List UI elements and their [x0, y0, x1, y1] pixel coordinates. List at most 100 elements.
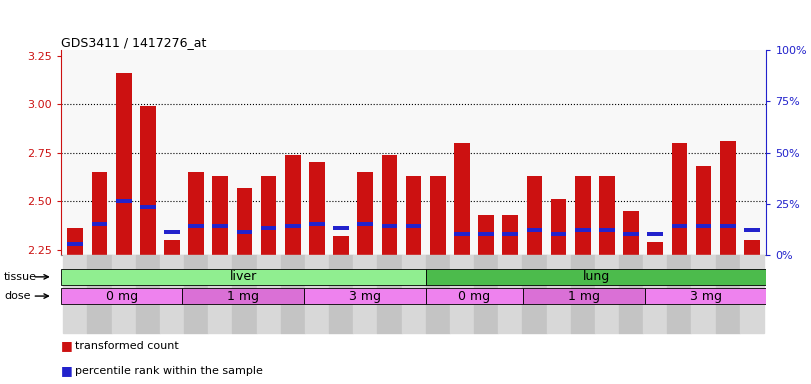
Bar	[575, 228, 590, 232]
Bar	[135, 255, 160, 333]
Bar	[112, 255, 135, 333]
Bar	[256, 255, 281, 333]
Text: 3 mg: 3 mg	[689, 290, 722, 303]
Bar	[594, 255, 619, 333]
Bar	[599, 176, 615, 255]
Bar	[643, 255, 667, 333]
Bar	[140, 205, 156, 209]
Bar	[182, 288, 304, 305]
Bar	[88, 255, 112, 333]
Text: percentile rank within the sample: percentile rank within the sample	[75, 366, 264, 376]
Bar	[502, 232, 518, 236]
Bar	[430, 176, 445, 255]
Bar	[667, 255, 692, 333]
Bar	[233, 255, 256, 333]
Bar	[237, 230, 252, 234]
Text: dose: dose	[4, 291, 31, 301]
Bar	[377, 255, 401, 333]
Text: tissue: tissue	[4, 272, 37, 282]
Bar	[502, 215, 518, 255]
Bar	[358, 222, 373, 227]
Bar	[329, 255, 354, 333]
Bar	[140, 106, 156, 255]
Bar	[551, 199, 566, 255]
Text: 3 mg: 3 mg	[349, 290, 381, 303]
Bar	[212, 224, 228, 228]
Text: lung: lung	[582, 270, 610, 283]
Text: 1 mg: 1 mg	[568, 290, 600, 303]
Bar	[401, 255, 426, 333]
Bar	[599, 228, 615, 232]
Bar	[740, 255, 764, 333]
Bar	[744, 228, 760, 232]
Bar	[526, 176, 543, 255]
Bar	[285, 155, 301, 255]
Bar	[647, 242, 663, 255]
Bar	[305, 255, 329, 333]
Bar	[474, 255, 498, 333]
Bar	[575, 176, 590, 255]
Bar	[92, 222, 107, 227]
Bar	[720, 141, 736, 255]
Bar	[498, 255, 522, 333]
Bar	[623, 211, 639, 255]
Bar	[645, 288, 766, 305]
Bar	[281, 255, 305, 333]
Text: transformed count: transformed count	[75, 341, 179, 351]
Bar	[382, 224, 397, 228]
Bar	[358, 172, 373, 255]
Text: 1 mg: 1 mg	[227, 290, 260, 303]
Text: 0 mg: 0 mg	[458, 290, 491, 303]
Bar	[430, 257, 445, 262]
Bar	[67, 228, 84, 255]
Bar	[426, 288, 523, 305]
Bar	[261, 226, 277, 230]
Bar	[692, 255, 715, 333]
Bar	[619, 255, 643, 333]
Bar	[696, 224, 711, 228]
Bar	[184, 255, 208, 333]
Bar	[551, 232, 566, 236]
Bar	[212, 176, 228, 255]
Bar	[92, 172, 107, 255]
Bar	[116, 199, 131, 203]
Bar	[63, 255, 88, 333]
Bar	[672, 143, 687, 255]
Bar	[61, 288, 182, 305]
Bar	[208, 255, 233, 333]
Bar	[333, 226, 349, 230]
Text: ■: ■	[61, 364, 72, 377]
Bar	[406, 176, 422, 255]
Bar	[571, 255, 594, 333]
Bar	[522, 255, 547, 333]
Text: ■: ■	[61, 339, 72, 352]
Text: liver: liver	[230, 270, 257, 283]
Bar	[526, 228, 543, 232]
Bar	[454, 232, 470, 236]
Bar	[309, 222, 325, 227]
Bar	[164, 240, 180, 255]
Bar	[623, 232, 639, 236]
Bar	[188, 172, 204, 255]
Bar	[164, 230, 180, 234]
Bar	[523, 288, 645, 305]
Bar	[354, 255, 377, 333]
Bar	[478, 232, 494, 236]
Bar	[333, 236, 349, 255]
Bar	[454, 143, 470, 255]
Bar	[715, 255, 740, 333]
Bar	[744, 240, 760, 255]
Bar	[450, 255, 474, 333]
Bar	[426, 268, 766, 285]
Bar	[61, 268, 426, 285]
Bar	[261, 176, 277, 255]
Bar	[547, 255, 571, 333]
Text: 0 mg: 0 mg	[105, 290, 138, 303]
Bar	[696, 166, 711, 255]
Bar	[285, 224, 301, 228]
Bar	[237, 187, 252, 255]
Bar	[647, 232, 663, 236]
Bar	[116, 73, 131, 255]
Bar	[426, 255, 450, 333]
Text: GDS3411 / 1417276_at: GDS3411 / 1417276_at	[61, 36, 206, 49]
